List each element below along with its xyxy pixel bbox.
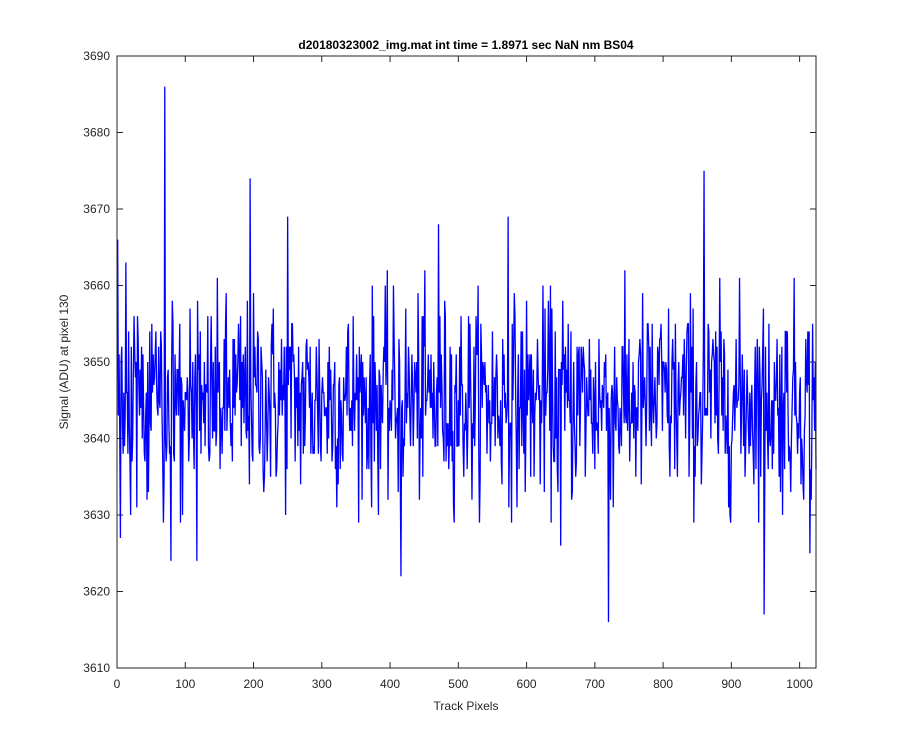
x-tick-label: 0 — [114, 677, 121, 691]
x-tick-label: 600 — [517, 677, 537, 691]
x-tick-label: 800 — [653, 677, 673, 691]
x-tick-label: 300 — [312, 677, 332, 691]
x-axis-ticks: 0 100 200 300 400 500 600 700 800 900 1000 — [114, 56, 813, 691]
y-tick-label: 3620 — [83, 585, 110, 599]
y-tick-label: 3670 — [83, 202, 110, 216]
y-tick-label: 3630 — [83, 508, 110, 522]
axes-box — [116, 55, 817, 669]
y-tick-label: 3690 — [83, 49, 110, 63]
x-axis-label: Track Pixels — [434, 699, 499, 713]
y-tick-label: 3610 — [83, 661, 110, 675]
x-tick-label: 900 — [721, 677, 741, 691]
x-tick-label: 700 — [585, 677, 605, 691]
y-tick-label: 3660 — [83, 279, 110, 293]
x-tick-label: 400 — [380, 677, 400, 691]
x-tick-label: 500 — [448, 677, 468, 691]
y-tick-label: 3650 — [83, 355, 110, 369]
x-tick-label: 200 — [244, 677, 264, 691]
chart-title: d20180323002_img.mat int time = 1.8971 s… — [298, 38, 634, 52]
series-line — [117, 86, 817, 623]
y-axis-ticks: 3610 3620 3630 3640 3650 3660 3670 3680 3690 — [83, 49, 816, 675]
x-tick-label: 1000 — [786, 677, 813, 691]
y-axis-label: Signal (ADU) at pixel 130 — [57, 294, 71, 429]
y-tick-label: 3680 — [83, 126, 110, 140]
x-tick-label: 100 — [175, 677, 195, 691]
y-tick-label: 3640 — [83, 432, 110, 446]
